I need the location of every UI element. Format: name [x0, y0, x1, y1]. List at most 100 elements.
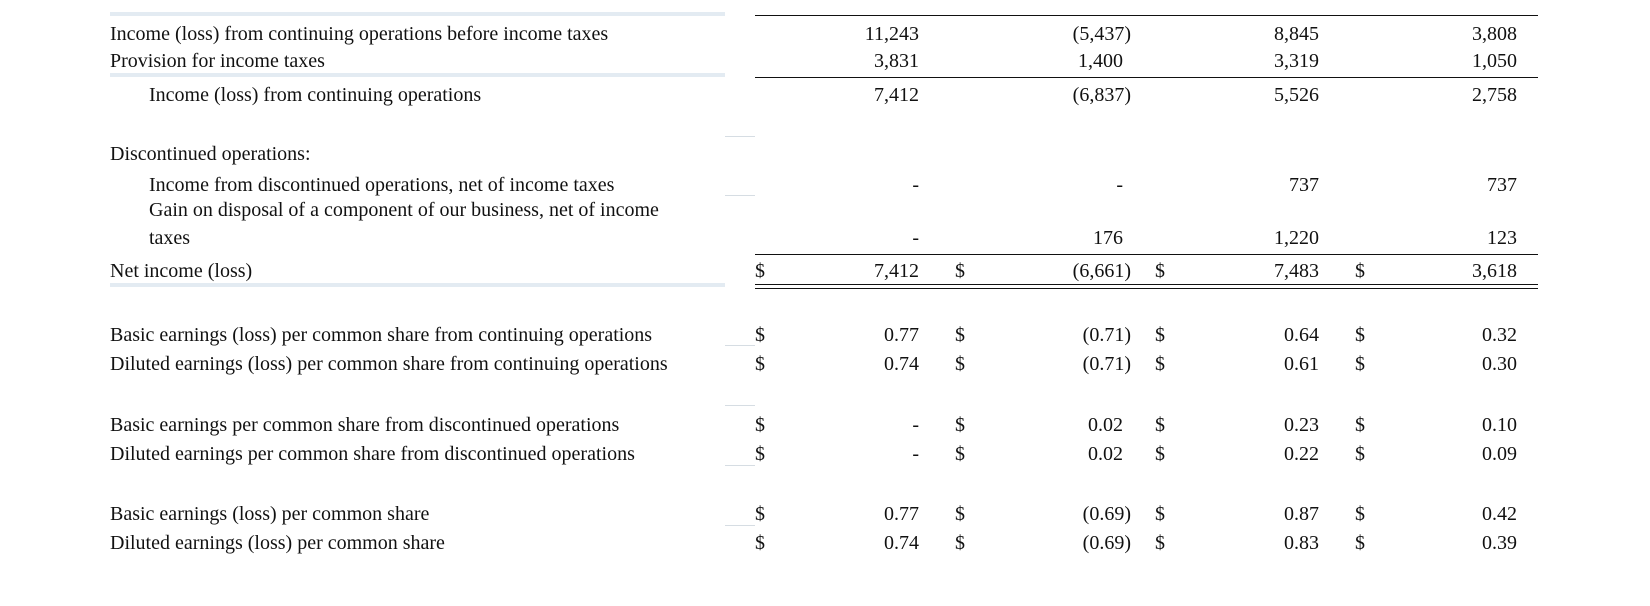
currency-symbol: $	[1155, 414, 1165, 436]
currency-symbol: $	[1355, 532, 1365, 554]
value-col4: 1,050	[1472, 50, 1517, 72]
row-shade-top	[110, 12, 725, 16]
value-col3: 0.87	[1284, 503, 1319, 525]
value-col4: 737	[1487, 174, 1517, 196]
table-row-diluted-eps-total: Diluted earnings (loss) per common share…	[0, 530, 1650, 556]
currency-symbol: $	[1355, 324, 1365, 346]
value-col2: 176	[1093, 227, 1123, 249]
value-col3: 5,526	[1274, 84, 1319, 106]
currency-symbol: $	[955, 414, 965, 436]
table-row-basic-eps-continuing: Basic earnings (loss) per common share f…	[0, 322, 1650, 348]
row-label: Income from discontinued operations, net…	[149, 174, 615, 196]
section-heading: Discontinued operations:	[110, 143, 311, 165]
table-row-discontinued-income: Income from discontinued operations, net…	[0, 172, 1650, 198]
table-row-gain-disposal-line1: Gain on disposal of a component of our b…	[0, 197, 1650, 223]
value-col2: (0.69)	[1082, 503, 1131, 525]
table-row-basic-eps-total: Basic earnings (loss) per common share $…	[0, 501, 1650, 527]
value-col1: 0.77	[884, 324, 919, 346]
row-label: Net income (loss)	[110, 260, 253, 282]
value-col1: 11,243	[864, 23, 919, 45]
currency-symbol: $	[955, 324, 965, 346]
tick-mark	[725, 345, 755, 346]
currency-symbol: $	[755, 443, 765, 465]
currency-symbol: $	[1355, 353, 1365, 375]
value-col3: 8,845	[1274, 23, 1319, 45]
rule-top	[755, 15, 1538, 16]
value-col3: 1,220	[1274, 227, 1319, 249]
value-col3: 0.23	[1284, 414, 1319, 436]
value-col4: 0.32	[1482, 324, 1517, 346]
row-label: Provision for income taxes	[110, 50, 325, 72]
value-col3: 7,483	[1274, 260, 1319, 282]
row-label: Income (loss) from continuing operations…	[110, 23, 609, 45]
value-col4: 0.42	[1482, 503, 1517, 525]
value-col2: (5,437)	[1072, 23, 1131, 45]
currency-symbol: $	[955, 353, 965, 375]
row-label: Basic earnings per common share from dis…	[110, 414, 620, 436]
currency-symbol: $	[755, 353, 765, 375]
row-label: Diluted earnings (loss) per common share…	[110, 353, 668, 375]
value-col2: 0.02	[1088, 414, 1123, 436]
value-col3: 737	[1289, 174, 1319, 196]
value-col2: 0.02	[1088, 443, 1123, 465]
currency-symbol: $	[1355, 503, 1365, 525]
value-col1: 7,412	[874, 260, 919, 282]
value-col4: 0.39	[1482, 532, 1517, 554]
currency-symbol: $	[1155, 532, 1165, 554]
row-label-continued: taxes	[149, 227, 191, 249]
value-col2: (6,661)	[1072, 260, 1131, 282]
value-col3: 0.83	[1284, 532, 1319, 554]
row-label: Gain on disposal of a component of our b…	[149, 199, 659, 221]
currency-symbol: $	[755, 324, 765, 346]
currency-symbol: $	[1155, 443, 1165, 465]
rule-before-net	[755, 254, 1538, 255]
currency-symbol: $	[955, 503, 965, 525]
value-col2: (0.69)	[1082, 532, 1131, 554]
value-col1: 0.74	[884, 532, 919, 554]
value-col1: -	[912, 414, 919, 436]
rule-subtotal	[755, 77, 1538, 78]
value-col1: -	[912, 174, 919, 196]
currency-symbol: $	[955, 260, 965, 282]
currency-symbol: $	[755, 503, 765, 525]
currency-symbol: $	[1155, 324, 1165, 346]
value-col1: 0.74	[884, 353, 919, 375]
row-label: Diluted earnings (loss) per common share	[110, 532, 445, 554]
value-col3: 0.61	[1284, 353, 1319, 375]
value-col3: 0.64	[1284, 324, 1319, 346]
tick-mark	[725, 525, 755, 526]
currency-symbol: $	[1155, 503, 1165, 525]
currency-symbol: $	[955, 443, 965, 465]
value-col4: 3,618	[1472, 260, 1517, 282]
value-col2: (6,837)	[1072, 84, 1131, 106]
value-col1: 3,831	[874, 50, 919, 72]
value-col1: 7,412	[874, 84, 919, 106]
rule-double-2	[755, 288, 1538, 289]
value-col1: 0.77	[884, 503, 919, 525]
currency-symbol: $	[1355, 443, 1365, 465]
row-label: Basic earnings (loss) per common share f…	[110, 324, 653, 346]
row-label: Diluted earnings per common share from d…	[110, 443, 635, 465]
value-col2: -	[1116, 174, 1123, 196]
currency-symbol: $	[1355, 414, 1365, 436]
table-row-gain-disposal: taxes - 176 1,220 123	[0, 225, 1650, 251]
table-row-provision: Provision for income taxes 3,831 1,400 3…	[0, 48, 1650, 74]
value-col4: 123	[1487, 227, 1517, 249]
table-row-basic-eps-discontinued: Basic earnings per common share from dis…	[0, 412, 1650, 438]
tick-mark	[725, 405, 755, 406]
value-col3: 0.22	[1284, 443, 1319, 465]
value-col4: 0.30	[1482, 353, 1517, 375]
currency-symbol: $	[1355, 260, 1365, 282]
table-row-diluted-eps-discontinued: Diluted earnings per common share from d…	[0, 441, 1650, 467]
currency-symbol: $	[1155, 353, 1165, 375]
value-col2: 1,400	[1078, 50, 1123, 72]
row-label: Basic earnings (loss) per common share	[110, 503, 430, 525]
value-col2: (0.71)	[1082, 324, 1131, 346]
currency-symbol: $	[755, 532, 765, 554]
row-label: Income (loss) from continuing operations	[149, 84, 482, 106]
value-col3: 3,319	[1274, 50, 1319, 72]
value-col4: 0.09	[1482, 443, 1517, 465]
table-row-continuing-ops: Income (loss) from continuing operations…	[0, 82, 1650, 108]
tick-mark	[725, 465, 755, 466]
value-col1: -	[912, 227, 919, 249]
